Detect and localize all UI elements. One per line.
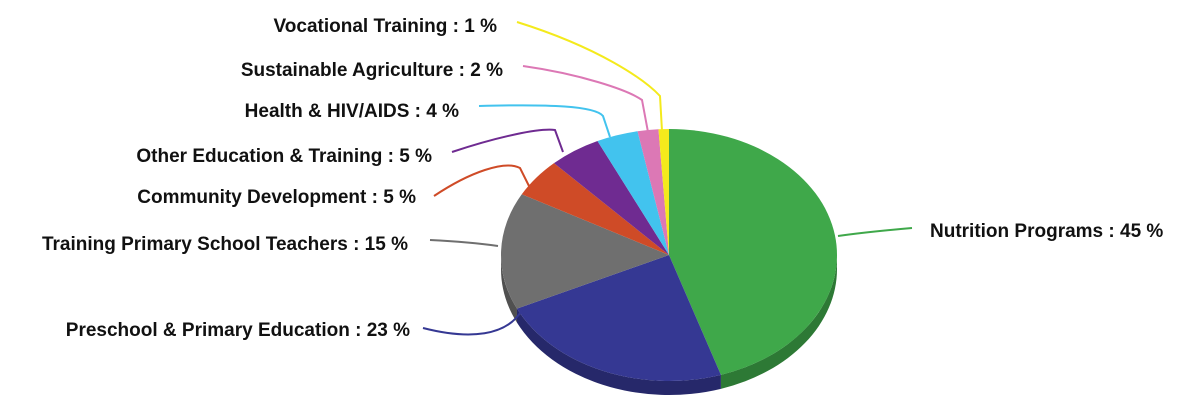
labels-layer: Nutrition Programs : 45 % Preschool & Pri… (42, 16, 1163, 341)
leader-line-training-primary-school-teachers (429, 239, 499, 247)
slice-health-and-hiv-aids (597, 131, 669, 255)
slice-side-preschool-and-primary-education (516, 308, 721, 396)
slice-community-development (521, 163, 669, 255)
slice-side-training-primary-school-teachers (501, 255, 517, 323)
leader-line-health-and-hiv-aids (478, 104, 611, 138)
leader-line-community-development (433, 164, 530, 197)
leader-line-vocational-training (516, 21, 663, 132)
slice-label-other-education-and-training: Other Education & Training : 5 % (136, 146, 432, 167)
leader-line-preschool-and-primary-education (422, 309, 523, 336)
leader-lines-layer (422, 21, 913, 336)
leader-line-nutrition-programs (837, 227, 913, 237)
slice-label-vocational-training: Vocational Training : 1 % (274, 16, 498, 37)
slice-training-primary-school-teachers (501, 194, 669, 309)
slice-nutrition-programs (669, 129, 838, 375)
slice-label-preschool-and-primary-education: Preschool & Primary Education : 23 % (66, 320, 410, 341)
slice-side-nutrition-programs (720, 255, 837, 389)
pie-depth-layer (501, 255, 837, 396)
slice-label-sustainable-agriculture: Sustainable Agriculture : 2 % (241, 60, 503, 81)
slice-sustainable-agriculture (637, 129, 669, 255)
slice-label-health-and-hiv-aids: Health & HIV/AIDS : 4 % (245, 101, 459, 122)
pie-top-layer (501, 129, 838, 382)
leader-line-sustainable-agriculture (522, 65, 649, 133)
slice-other-education-and-training (553, 140, 669, 255)
slice-preschool-and-primary-education (516, 255, 721, 382)
slice-label-nutrition-programs: Nutrition Programs : 45 % (930, 221, 1163, 242)
slice-vocational-training (658, 129, 669, 255)
leader-line-other-education-and-training (451, 128, 564, 153)
slice-label-training-primary-school-teachers: Training Primary School Teachers : 15 % (42, 234, 408, 255)
slice-label-community-development: Community Development : 5 % (137, 187, 416, 208)
